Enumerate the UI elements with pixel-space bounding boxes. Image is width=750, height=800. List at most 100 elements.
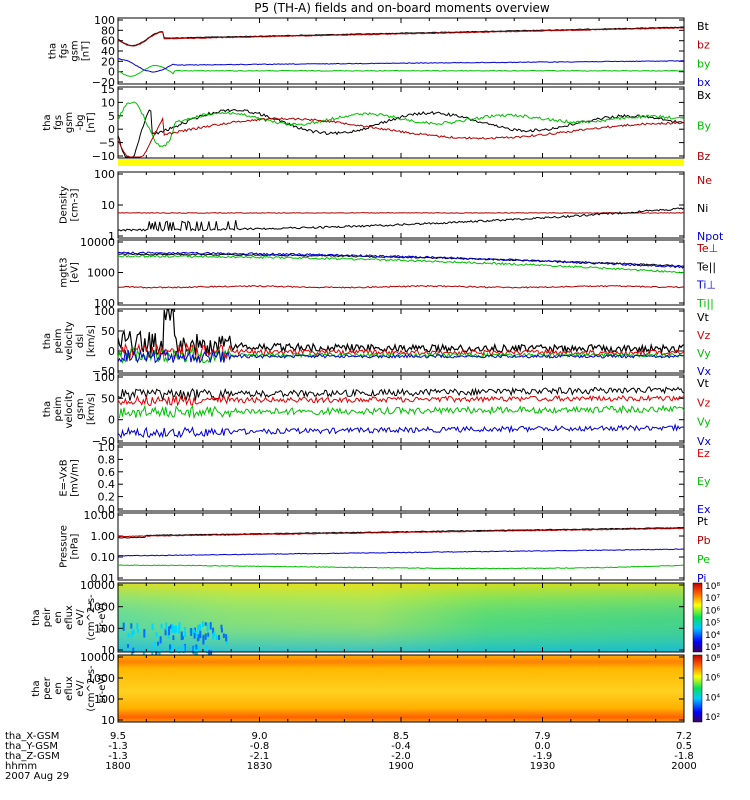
- ion-speck: [175, 625, 177, 633]
- y-axis-label: sr-eV): [97, 603, 108, 632]
- y-tick-label: 0: [108, 414, 115, 427]
- ion-speck: [195, 644, 198, 650]
- colorbar: [692, 582, 703, 653]
- ion-speck: [204, 633, 207, 640]
- footer-value: -1.8: [674, 751, 694, 762]
- y-axis-label: eV/: [75, 680, 86, 697]
- footer-value: -0.4: [391, 741, 411, 752]
- ion-speck: [190, 628, 193, 636]
- y-tick-label: 100: [94, 297, 115, 310]
- ion-speck: [171, 623, 174, 633]
- ion-speck: [184, 631, 187, 638]
- ion-speck: [160, 623, 163, 629]
- y-tick-label: −10: [92, 150, 115, 163]
- ion-speck: [183, 627, 186, 631]
- ion-speck: [218, 635, 220, 640]
- series-Vz: [117, 394, 685, 407]
- figure-title: P5 (TH-A) fields and on-board moments ov…: [254, 1, 550, 15]
- panel-frame: [117, 86, 685, 159]
- footer-value: 7.9: [535, 731, 551, 742]
- footer-label-time: hhmm: [5, 761, 37, 772]
- legend-entry: bz: [697, 39, 710, 52]
- ion-speck: [155, 632, 158, 637]
- y-tick-label: 10000: [80, 651, 115, 664]
- y-tick-label: 10000: [80, 236, 115, 249]
- y-tick-label: 50: [101, 392, 115, 405]
- series-by: [117, 64, 685, 77]
- ion-speck: [155, 651, 158, 657]
- colorbar-label: 10²: [705, 713, 720, 723]
- legend-entry: Vz: [697, 329, 711, 342]
- y-axis-label: gsm: [64, 112, 75, 133]
- y-tick-label: 0: [108, 123, 115, 136]
- colorbar-label: 10⁷: [705, 594, 720, 604]
- y-tick-label: 0.2: [98, 491, 116, 504]
- y-axis-label: [km/s]: [86, 325, 97, 357]
- panel-3: 10000 1000 100 mgtt3 [eV] Te⊥ Te|| Ti⊥ Ti||: [59, 236, 719, 310]
- y-tick-label: 0.8: [98, 453, 116, 466]
- ion-speck: [178, 646, 181, 654]
- ion-speck: [204, 622, 207, 626]
- ion-speck: [132, 647, 135, 654]
- legend-entry: by: [697, 57, 711, 70]
- series-By: [117, 101, 685, 148]
- series-Ne: [117, 212, 685, 214]
- y-tick-label: 50: [101, 325, 115, 338]
- ion-speck: [197, 624, 200, 631]
- ion-speck: [164, 628, 167, 636]
- legend-entry: Ex: [697, 503, 711, 516]
- series-Te⊥: [117, 284, 685, 289]
- ion-speck: [172, 647, 175, 653]
- legend-entry: Vx: [697, 435, 712, 448]
- colorbar-label: 10⁴: [705, 631, 720, 641]
- ion-speck: [212, 630, 215, 640]
- y-axis-label: eflux: [64, 605, 75, 630]
- legend-entry: Ti⊥: [696, 279, 716, 292]
- legend-entry: Ez: [697, 447, 710, 460]
- y-tick-label: −50: [92, 435, 115, 448]
- ion-speck: [169, 649, 172, 654]
- y-axis-label: [mV/m]: [70, 459, 81, 497]
- y-tick-label: 0.6: [98, 466, 116, 479]
- y-axis-label: gsm: [70, 40, 81, 61]
- ion-speck: [206, 622, 209, 632]
- y-tick-label: 1000: [87, 267, 115, 280]
- ion-speck: [220, 624, 223, 630]
- y-axis-label: [nT]: [81, 41, 92, 61]
- y-tick-label: 1: [108, 230, 115, 243]
- y-tick-label: 100: [94, 168, 115, 181]
- y-axis-label: tha: [31, 609, 42, 625]
- colorbar-label: 10⁸: [705, 582, 720, 592]
- y-axis-label: gsm: [75, 398, 86, 419]
- ion-speck: [193, 646, 196, 655]
- colorbar-label: 10⁶: [705, 606, 720, 616]
- y-axis-label: eV/: [75, 609, 86, 626]
- y-axis-label: tha: [31, 680, 42, 696]
- y-tick-label: 0.4: [98, 478, 116, 491]
- legend-entry: Ne: [697, 174, 712, 187]
- panel-7: 10.00 1.00 0.10 0.01 Pressure [nPa] Pt Pb Pe Pi: [59, 509, 711, 585]
- y-axis-label: peir: [42, 607, 53, 627]
- y-tick-label: −50: [92, 365, 115, 378]
- ion-speck: [195, 631, 198, 638]
- y-tick-label: 1.00: [91, 530, 116, 543]
- y-axis-label: -bg: [75, 114, 86, 130]
- legend-entry: Ti||: [696, 297, 714, 310]
- y-axis-label: Density: [59, 186, 70, 224]
- y-tick-label: −20: [92, 76, 115, 89]
- legend-entry: Pt: [697, 515, 709, 528]
- ion-speck: [192, 645, 195, 654]
- y-tick-label: 1.0: [98, 441, 116, 454]
- ion-speck: [213, 631, 216, 637]
- panel-4: 100 50 0 −50 tha peim velocity dsl [km/s] Vt Vz Vy V…: [42, 305, 712, 378]
- ion-speck: [136, 622, 139, 630]
- ion-spectrogram-overlay: [118, 583, 684, 652]
- y-axis-label: dsl: [75, 334, 86, 348]
- legend-entry: Bt: [697, 20, 710, 33]
- y-tick-label: 100: [94, 693, 115, 706]
- y-axis-label: (cm^2-s-: [86, 594, 97, 641]
- y-axis-label: Pressure: [59, 525, 70, 568]
- colorbar-label: 10⁸: [705, 654, 720, 664]
